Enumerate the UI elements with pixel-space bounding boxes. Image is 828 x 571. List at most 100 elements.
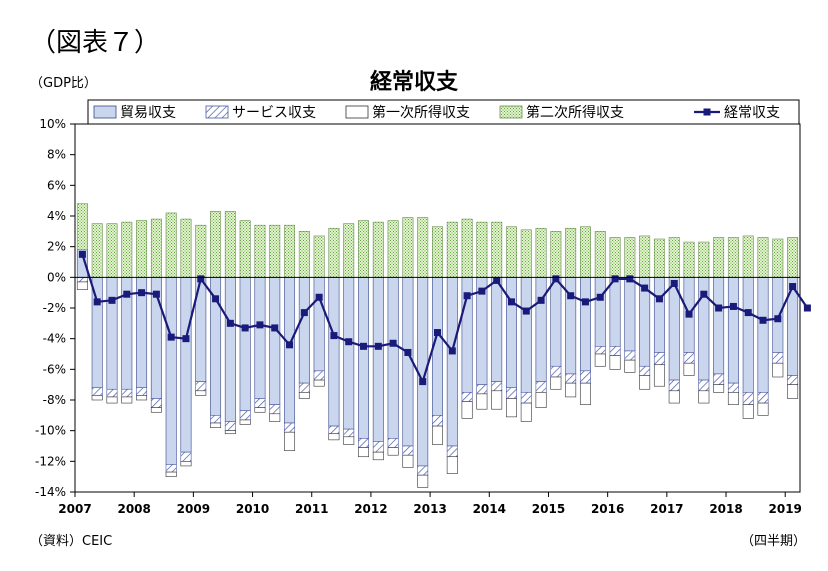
bar-secondary bbox=[506, 226, 517, 278]
bar-secondary bbox=[417, 217, 429, 278]
bar-services bbox=[757, 392, 769, 404]
current-account-point bbox=[271, 324, 279, 332]
bar-secondary bbox=[284, 224, 296, 278]
bar-secondary bbox=[269, 224, 281, 278]
bar-primary bbox=[136, 395, 148, 401]
current-account-point bbox=[419, 378, 427, 386]
current-account-point bbox=[670, 279, 678, 287]
bar-stacks bbox=[76, 203, 799, 488]
current-account-point bbox=[241, 324, 249, 332]
bar-secondary bbox=[565, 227, 577, 278]
bar-primary bbox=[713, 384, 725, 393]
bar-primary bbox=[387, 447, 399, 456]
y-tick-label: -12% bbox=[35, 454, 66, 468]
bar-primary bbox=[594, 353, 606, 367]
unit-label: （GDP比） bbox=[30, 76, 97, 91]
bar-secondary bbox=[432, 226, 443, 278]
bar-trade bbox=[358, 277, 369, 439]
bar-primary bbox=[446, 456, 458, 474]
y-tick-label: 10% bbox=[39, 117, 66, 131]
bar-services bbox=[727, 382, 739, 393]
bar-secondary bbox=[520, 229, 532, 278]
bar-services bbox=[343, 428, 355, 438]
current-account-point bbox=[522, 307, 530, 315]
bar-primary bbox=[535, 392, 547, 408]
bar-secondary bbox=[224, 211, 236, 278]
bar-secondary bbox=[106, 223, 118, 278]
bar-secondary bbox=[343, 223, 355, 278]
bar-primary bbox=[787, 384, 799, 399]
x-tick-label: 2014 bbox=[473, 502, 506, 516]
bar-services bbox=[506, 387, 517, 399]
bar-trade bbox=[609, 277, 621, 347]
bar-services bbox=[402, 445, 414, 456]
bar-primary bbox=[565, 382, 577, 398]
bar-primary bbox=[239, 419, 251, 425]
current-account-point bbox=[759, 316, 767, 324]
bar-trade bbox=[106, 277, 118, 390]
current-account-point bbox=[641, 284, 649, 292]
bar-primary bbox=[639, 375, 651, 390]
bar-secondary bbox=[668, 237, 680, 278]
current-account-point bbox=[389, 339, 397, 347]
bar-secondary bbox=[387, 220, 399, 278]
bar-services bbox=[180, 451, 192, 462]
current-account-point bbox=[374, 342, 382, 350]
y-tick-label: -6% bbox=[43, 362, 66, 376]
bar-primary bbox=[476, 393, 488, 410]
bar-primary bbox=[698, 390, 710, 404]
bar-primary bbox=[491, 390, 503, 410]
bar-primary bbox=[520, 402, 532, 422]
bar-secondary bbox=[313, 235, 325, 278]
bar-primary bbox=[683, 362, 695, 376]
bar-services bbox=[491, 381, 503, 392]
bar-services bbox=[313, 370, 325, 381]
bar-services bbox=[269, 404, 281, 415]
bar-trade bbox=[298, 277, 310, 384]
bar-trade bbox=[328, 277, 340, 427]
current-account-point bbox=[404, 348, 412, 356]
current-account-point bbox=[507, 298, 515, 306]
bar-secondary bbox=[298, 231, 310, 278]
bar-services bbox=[609, 346, 621, 356]
bar-services bbox=[284, 422, 296, 433]
bar-primary bbox=[506, 398, 517, 418]
bar-trade bbox=[491, 277, 503, 382]
bar-services bbox=[165, 464, 177, 473]
current-account-point bbox=[256, 321, 264, 329]
x-tick-label: 2017 bbox=[650, 502, 683, 516]
bar-secondary bbox=[446, 221, 458, 278]
bar-secondary bbox=[180, 218, 192, 278]
bar-services bbox=[121, 388, 133, 398]
bar-secondary bbox=[772, 238, 784, 278]
x-tick-label: 2016 bbox=[591, 502, 624, 516]
figure-label: （図表７） bbox=[30, 28, 161, 58]
bar-secondary bbox=[550, 231, 562, 278]
bar-primary bbox=[328, 433, 340, 441]
legend-swatch-trade bbox=[93, 105, 117, 119]
bar-secondary bbox=[165, 212, 177, 278]
current-account-point bbox=[744, 309, 752, 317]
bar-trade bbox=[653, 277, 665, 353]
x-tick-label: 2007 bbox=[58, 502, 91, 516]
bar-trade bbox=[742, 277, 754, 393]
bar-secondary bbox=[358, 220, 369, 278]
bar-primary bbox=[150, 407, 162, 413]
bar-primary bbox=[609, 355, 621, 370]
current-account-point bbox=[167, 333, 175, 341]
bar-secondary bbox=[698, 241, 710, 278]
current-account-point bbox=[789, 283, 797, 291]
bar-primary bbox=[269, 413, 281, 422]
current-account-point bbox=[212, 295, 220, 303]
bar-trade bbox=[372, 277, 384, 442]
current-account-point bbox=[493, 276, 501, 284]
bar-primary bbox=[742, 404, 754, 419]
bar-services bbox=[298, 382, 310, 393]
bar-primary bbox=[358, 447, 369, 458]
bar-secondary bbox=[91, 223, 103, 278]
current-account-point bbox=[478, 287, 486, 295]
bar-trade bbox=[446, 277, 458, 447]
source-label: （資料）CEIC bbox=[30, 534, 113, 549]
legend-swatch-services bbox=[205, 105, 229, 119]
bar-primary bbox=[772, 362, 784, 378]
